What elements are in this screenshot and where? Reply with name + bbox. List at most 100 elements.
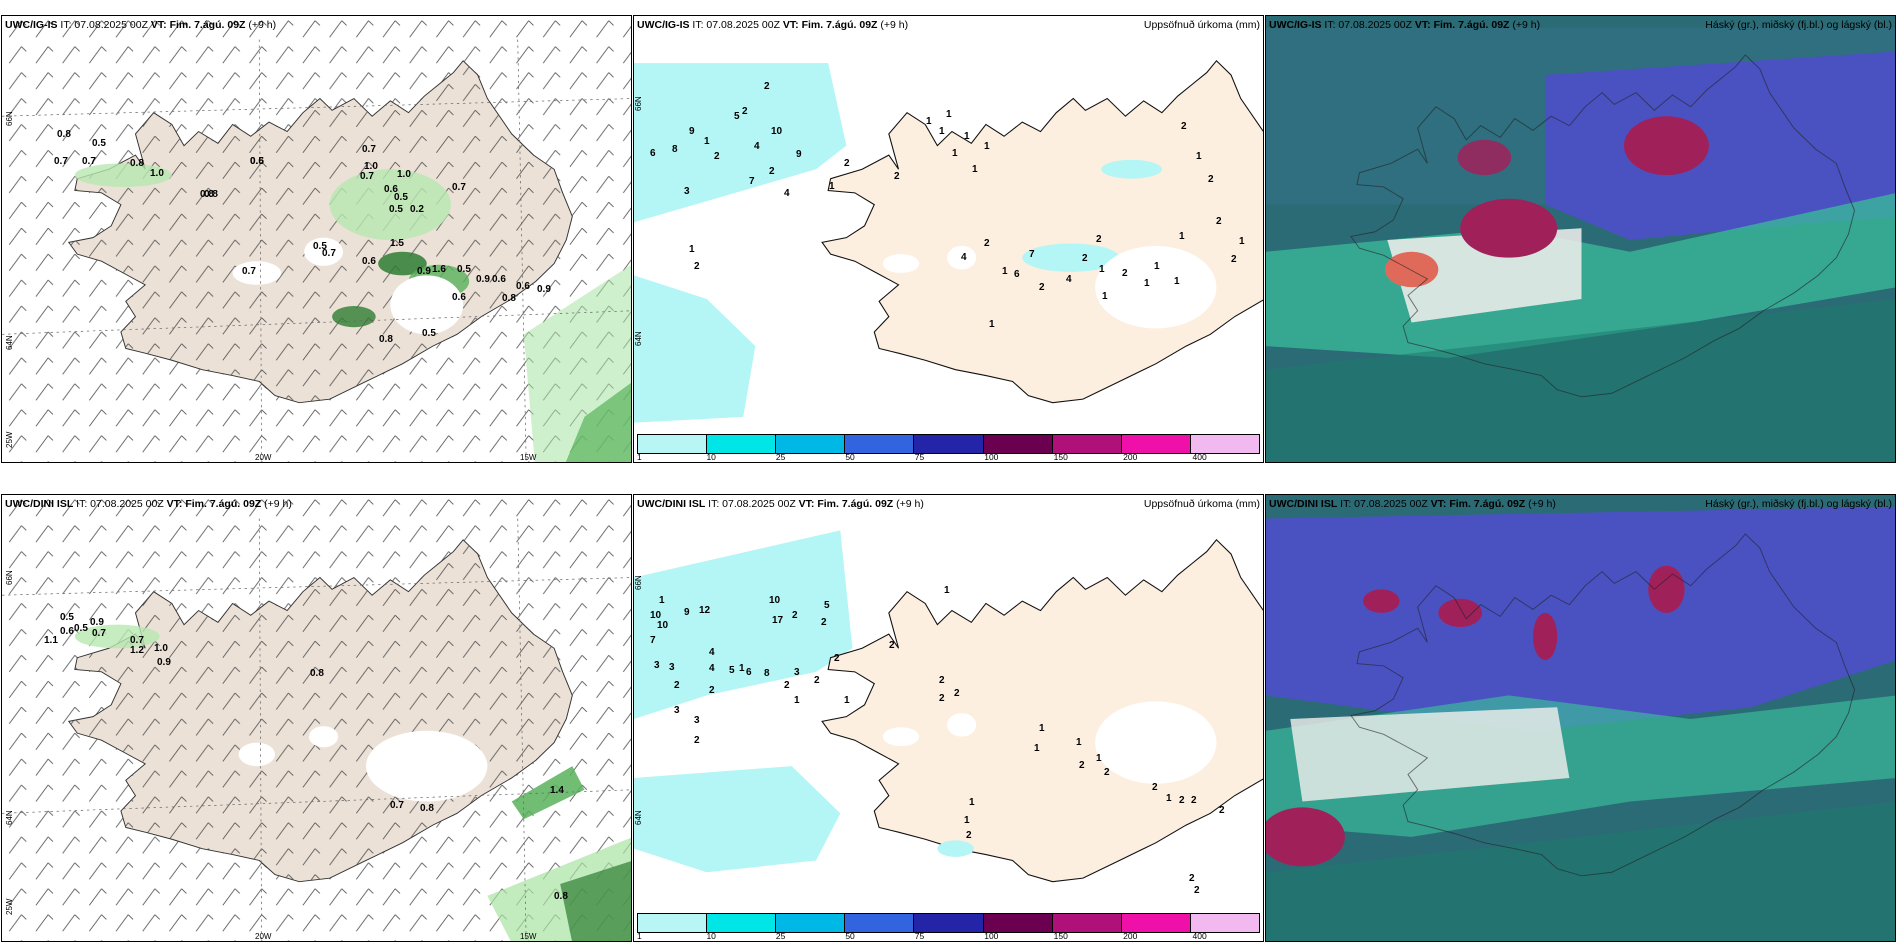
lon-label-15w: 15W [520, 453, 537, 462]
map-panel-clouds-1: UWC/IG-IS IT: 07.08.2025 00Z VT: Fim. 7.… [1265, 15, 1896, 463]
panel-header: UWC/DINI ISL IT: 07.08.2025 00Z VT: Fim.… [637, 498, 1260, 510]
value-label: 0.5 [92, 138, 106, 149]
value-label: 0.7 [452, 182, 466, 193]
colorbar-tick-label: 150 [1053, 452, 1068, 462]
value-label: 0.8 [200, 189, 214, 200]
value-label: 2 [1104, 767, 1110, 778]
value-label: 0.9 [90, 617, 104, 628]
value-label: 1.6 [432, 264, 446, 275]
value-label: 2 [954, 688, 960, 699]
value-label: 1 [1102, 291, 1108, 302]
value-label: 0.5 [422, 328, 436, 339]
panel-header: UWC/DINI ISL IT: 07.08.2025 00Z VT: Fim.… [1269, 498, 1892, 510]
colorbar-tick-label: 1 [637, 452, 642, 462]
value-label: 1 [964, 815, 970, 826]
lat-label-64n: 64N [5, 810, 14, 825]
value-label: 4 [709, 663, 715, 674]
value-label: 0.5 [313, 241, 327, 252]
colorbar-tick-label: 50 [845, 931, 855, 941]
precip-colorbar [637, 434, 1260, 454]
value-label: 0.7 [390, 800, 404, 811]
value-label: 3 [684, 186, 690, 197]
lat-label-64n: 64N [5, 335, 14, 350]
value-label: 2 [834, 653, 840, 664]
colorbar-swatch [1121, 914, 1191, 932]
value-label: 0.9 [537, 284, 551, 295]
colorbar-swatch [983, 914, 1053, 932]
value-label: 10 [657, 620, 669, 631]
init-time: IT: 07.08.2025 00Z [1340, 498, 1428, 510]
value-label: 1.2 [130, 645, 144, 656]
value-label: 2 [764, 81, 770, 92]
lead-time: (+9 h) [248, 19, 277, 31]
value-label: 3 [694, 715, 700, 726]
value-label: 0.7 [362, 144, 376, 155]
value-label: 2 [1082, 253, 1088, 264]
value-label: 2 [939, 693, 945, 704]
colorbar-tick-label: 200 [1123, 931, 1138, 941]
value-label: 3 [674, 705, 680, 716]
colorbar-tick-label: 200 [1123, 452, 1138, 462]
init-time: IT: 07.08.2025 00Z [692, 19, 780, 31]
colorbar-tick-label: 400 [1192, 452, 1207, 462]
value-label: 2 [1219, 805, 1225, 816]
value-label: 0.8 [204, 189, 218, 200]
colorbar-swatch [707, 914, 777, 932]
lead-time: (+9 h) [1528, 498, 1556, 510]
value-label: 1.0 [364, 161, 378, 172]
value-label: 1 [946, 109, 952, 120]
value-label: 1.0 [150, 168, 164, 179]
value-label: 4 [961, 252, 967, 263]
value-label: 9 [796, 149, 802, 160]
colorbar-swatch [1190, 914, 1259, 932]
map-canvas [634, 495, 1263, 941]
init-time: IT: 07.08.2025 00Z [1324, 19, 1412, 31]
value-label: 6 [650, 148, 656, 159]
value-label: 1 [1099, 264, 1105, 275]
value-label: 1 [1039, 723, 1045, 734]
value-label: 2 [709, 685, 715, 696]
value-label: 8 [672, 144, 678, 155]
value-label: 1 [1166, 793, 1172, 804]
panel-header: UWC/IG-IS IT: 07.08.2025 00Z VT: Fim. 7.… [1269, 19, 1892, 31]
value-label: 2 [1208, 174, 1214, 185]
value-label: 0.8 [310, 668, 324, 679]
value-label: 2 [889, 640, 895, 651]
value-label: 0.8 [57, 129, 71, 140]
value-label: 1 [1239, 236, 1245, 247]
value-label: 1 [964, 131, 970, 142]
model-name: UWC/IG-IS [637, 19, 690, 31]
value-label: 0.7 [54, 156, 68, 167]
map-canvas [1266, 16, 1895, 462]
value-label: 1 [794, 695, 800, 706]
value-label: 0.6 [384, 184, 398, 195]
value-label: 1 [1179, 231, 1185, 242]
value-label: 1 [989, 319, 995, 330]
model-name: UWC/DINI ISL [637, 498, 706, 510]
value-label: 7 [749, 176, 755, 187]
value-label: 6 [746, 667, 752, 678]
value-label: 2 [1181, 121, 1187, 132]
value-label: 0.8 [554, 891, 568, 902]
value-label: 2 [674, 680, 680, 691]
value-label: 1 [972, 164, 978, 175]
model-name: UWC/DINI ISL [1269, 498, 1338, 510]
value-label: 0.6 [452, 292, 466, 303]
colorbar-swatch [1190, 435, 1259, 453]
value-label: 2 [1231, 254, 1237, 265]
valid-time: VT: Fim. 7.ágú. 09Z [1430, 498, 1526, 510]
value-label: 0.9 [417, 266, 431, 277]
map-panel-precip-2: UWC/DINI ISL IT: 07.08.2025 00Z VT: Fim.… [633, 494, 1264, 942]
map-canvas [2, 495, 631, 941]
lead-time: (+9 h) [896, 498, 924, 510]
colorbar-swatch [845, 914, 915, 932]
value-label: 2 [821, 617, 827, 628]
lat-label-66n: 66N [5, 570, 14, 585]
lat-label-66n: 66N [5, 111, 14, 126]
value-label: 5 [824, 600, 830, 611]
value-label: 0.7 [360, 171, 374, 182]
value-label: 0.8 [130, 158, 144, 169]
valid-time: VT: Fim. 7.ágú. 09Z [782, 19, 878, 31]
value-label: 2 [769, 166, 775, 177]
value-label: 0.7 [82, 156, 96, 167]
